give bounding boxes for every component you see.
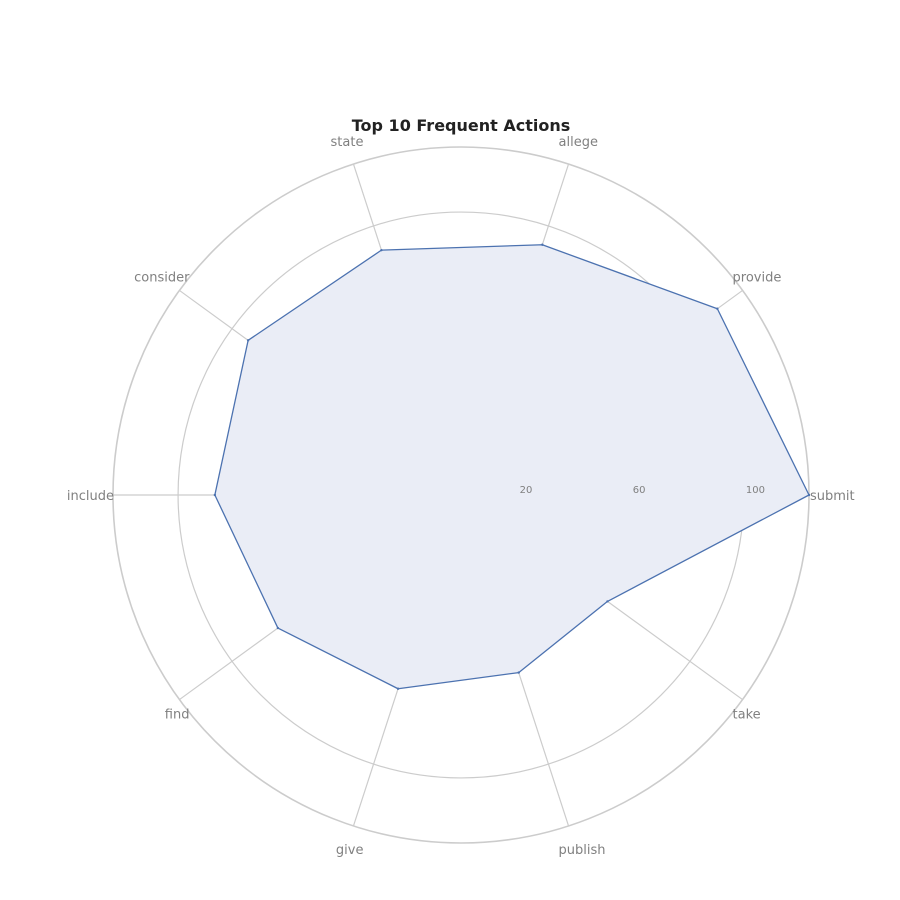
data-point-consider [246,339,250,342]
category-label-publish: publish [559,843,606,858]
data-point-find [276,626,280,630]
data-point-submit [807,493,811,497]
chart-title: Top 10 Frequent Actions [352,116,571,135]
category-label-allege: allege [559,135,598,150]
data-point-give [396,687,400,690]
radial-tick-label-60: 60 [633,485,646,496]
category-label-find: find [165,708,190,723]
data-point-include [213,493,217,497]
radial-tick-label-100: 100 [746,485,765,496]
category-label-submit: submit [810,489,855,504]
data-point-allege [541,243,544,246]
data-point-provide [716,307,719,310]
data-point-state [380,248,383,252]
series-polygon [214,244,810,690]
data-layer [213,243,811,690]
category-label-consider: consider [134,270,190,285]
label-layer: 20 60 100 submit provide allege state consider i… [67,135,855,858]
category-label-give: give [336,843,364,858]
category-label-provide: provide [733,270,782,285]
category-label-state: state [331,135,364,150]
category-label-include: include [67,489,114,504]
data-point-publish [517,671,520,674]
data-point-take [606,600,609,603]
category-label-take: take [733,708,761,723]
radial-tick-label-20: 20 [520,485,533,496]
